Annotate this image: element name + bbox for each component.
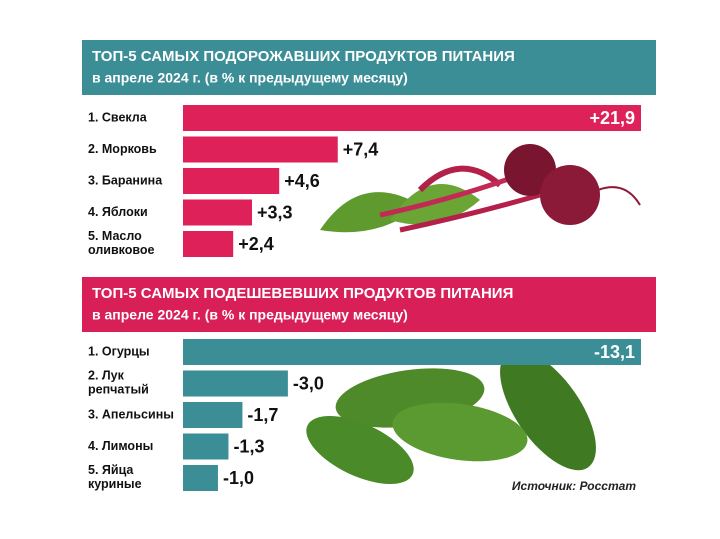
value-label: +3,3: [257, 202, 293, 222]
bar: [183, 136, 338, 163]
value-label: -13,1: [594, 342, 635, 362]
category-label: 1. Огурцы: [88, 344, 150, 358]
bar: [183, 105, 641, 131]
beet-illustration: [320, 144, 641, 233]
title-banner: [82, 277, 656, 332]
value-label: +21,9: [589, 108, 635, 128]
value-label: -1,0: [223, 468, 254, 488]
bar: [183, 465, 218, 491]
value-label: +7,4: [343, 139, 379, 159]
category-label: 3. Баранина: [88, 173, 163, 187]
category-label: 1. Свекла: [88, 110, 148, 124]
bar: [183, 370, 288, 397]
bar: [183, 199, 253, 226]
category-label: 2. Лук репчатый: [88, 369, 149, 397]
bar: [183, 339, 641, 365]
bar: [183, 168, 280, 194]
value-label: -1,3: [233, 436, 264, 456]
source-note: Источник: Росстат: [512, 479, 636, 493]
bar: [183, 433, 229, 460]
category-label: 3. Апельсины: [88, 407, 174, 421]
category-label: 5. Масло оливковое: [88, 229, 155, 257]
value-label: -3,0: [293, 373, 324, 393]
value-label: +2,4: [238, 234, 274, 254]
cucumber-illustration: [306, 349, 596, 485]
category-label: 4. Лимоны: [88, 439, 153, 453]
chart-subtitle: в апреле 2024 г. (в % к предыдущему меся…: [92, 307, 408, 323]
chart-subtitle: в апреле 2024 г. (в % к предыдущему меся…: [92, 70, 408, 86]
chart-title: ТОП-5 САМЫХ ПОДОРОЖАВШИХ ПРОДУКТОВ ПИТАН…: [92, 48, 515, 65]
bar: [183, 231, 234, 257]
value-label: +4,6: [284, 171, 320, 191]
category-label: 2. Морковь: [88, 142, 157, 156]
chart-title: ТОП-5 САМЫХ ПОДЕШЕВЕВШИХ ПРОДУКТОВ ПИТАН…: [92, 285, 513, 302]
title-banner: [82, 40, 656, 95]
value-label: -1,7: [247, 405, 278, 425]
category-label: 5. Яйца куриные: [88, 463, 142, 491]
bar: [183, 402, 243, 428]
category-label: 4. Яблоки: [88, 205, 148, 219]
